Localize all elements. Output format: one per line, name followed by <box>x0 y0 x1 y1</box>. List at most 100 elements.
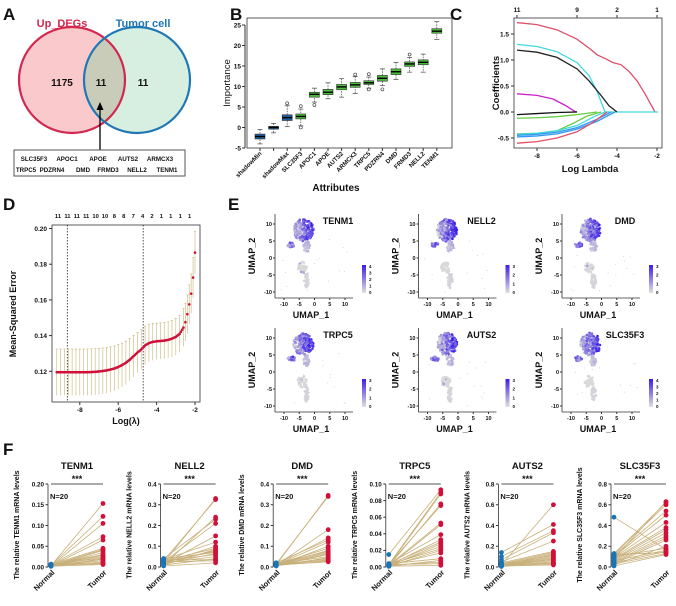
expression-colorbar <box>505 265 510 293</box>
umap-cell <box>449 355 453 359</box>
significance-stars: *** <box>184 474 195 484</box>
tumor-point <box>100 521 106 526</box>
umap-cell <box>304 398 307 402</box>
umap-cell <box>590 394 594 398</box>
umap-cell <box>459 377 461 379</box>
umap-cell <box>302 223 305 227</box>
umap-cell <box>296 233 299 237</box>
umap-cell <box>293 340 297 344</box>
y-tick-label: 0.20 <box>32 481 45 488</box>
x-tick-label: Normal <box>595 568 620 593</box>
expression-colorbar <box>362 379 366 407</box>
umap-cell <box>285 272 287 274</box>
umap-cell <box>454 230 458 233</box>
umap-cell <box>589 247 592 250</box>
colorbar-label: 3 <box>513 264 516 269</box>
normal-point <box>386 563 392 569</box>
colorbar-label: 2 <box>369 387 372 392</box>
umap-cell <box>440 342 444 346</box>
pair-line <box>501 555 554 565</box>
y-tick-label: 0.1 <box>260 544 269 551</box>
umap-cell <box>589 230 593 233</box>
pair-line <box>163 541 216 561</box>
umap-cell <box>583 264 587 268</box>
umap-cell <box>585 339 588 343</box>
umap-cell <box>591 265 594 268</box>
umap-cell <box>305 359 309 363</box>
umap-cell <box>440 340 444 343</box>
tumor-point <box>551 502 556 508</box>
umap-cell <box>593 283 596 287</box>
umap-cell <box>306 354 309 357</box>
tumor-point <box>438 491 444 497</box>
umap-cell <box>305 357 309 361</box>
umap-cell <box>301 220 305 223</box>
umap-cell <box>294 222 297 226</box>
x-tick-label: Tumor <box>86 568 109 591</box>
umap-cell <box>594 245 598 248</box>
umap-cell <box>449 224 453 227</box>
box-outlier <box>285 101 290 106</box>
normal-point <box>386 552 392 557</box>
umap-cell <box>581 335 585 339</box>
umap-cell <box>595 221 599 225</box>
umap-cell <box>444 338 447 342</box>
umap-cell <box>574 371 576 373</box>
umap-cell <box>308 345 312 349</box>
y-axis-label: The relative AUTS2 mRNA levels <box>464 471 471 579</box>
colorbar-label: 0 <box>513 290 516 295</box>
pair-line <box>501 530 554 557</box>
umap-cell <box>620 384 622 386</box>
umap-cell <box>592 363 595 367</box>
tumor-point <box>100 537 106 543</box>
umap-cell <box>446 350 449 353</box>
pair-line <box>388 522 442 566</box>
panel-label-E: E <box>228 195 239 214</box>
umap-cell <box>591 397 594 401</box>
umap-cell <box>574 266 576 268</box>
umap-cell <box>450 246 454 249</box>
gene-list-box <box>13 149 186 177</box>
umap-cell <box>293 231 297 234</box>
tumor-point <box>213 516 219 522</box>
x-axis-label: Attributes <box>312 183 360 194</box>
venn-set-label: Tumor cell <box>116 18 171 30</box>
x-tick-label: Normal <box>370 568 395 593</box>
umap-cell <box>453 338 457 341</box>
umap-cell <box>302 227 306 230</box>
umap-cell <box>450 386 453 390</box>
umap-cell <box>302 271 305 274</box>
tumor-point <box>663 552 669 557</box>
umap-cell <box>585 333 589 337</box>
gene-name: AUTS2 <box>118 156 139 163</box>
y-tick-label: 0.18 <box>34 262 47 269</box>
x-tick-label: shadowMin <box>235 150 264 179</box>
y-axis-label: The relative SLC35F3 mRNA levels <box>577 467 584 582</box>
qpcr-gene-title: SLC35F3 <box>620 461 661 472</box>
umap-cell <box>306 338 309 342</box>
umap-cell <box>581 229 585 232</box>
x-tick-label: -6 <box>574 153 580 160</box>
tumor-point <box>663 508 669 514</box>
umap-cell <box>592 390 595 393</box>
umap-cell <box>443 261 447 265</box>
umap-cell <box>443 332 447 335</box>
pair-line <box>388 558 441 565</box>
mse-point <box>182 326 185 329</box>
coefficient-path <box>516 111 598 119</box>
box-outlier <box>353 72 358 77</box>
x-tick-label: Normal <box>482 568 507 593</box>
y-tick-label: 10 <box>266 336 272 342</box>
y-tick-label: 0.5 <box>500 84 509 91</box>
umap-cell <box>586 236 590 239</box>
umap-cell <box>436 242 440 245</box>
pair-line <box>50 557 104 565</box>
umap-cell <box>308 392 310 394</box>
top-tick-label: 10 <box>92 214 98 220</box>
umap-cell <box>580 357 584 361</box>
umap-cell <box>329 376 331 378</box>
colorbar-label: 0 <box>656 404 659 409</box>
umap-cell <box>302 337 306 340</box>
pair-line <box>163 552 216 560</box>
umap-cell <box>444 217 448 221</box>
